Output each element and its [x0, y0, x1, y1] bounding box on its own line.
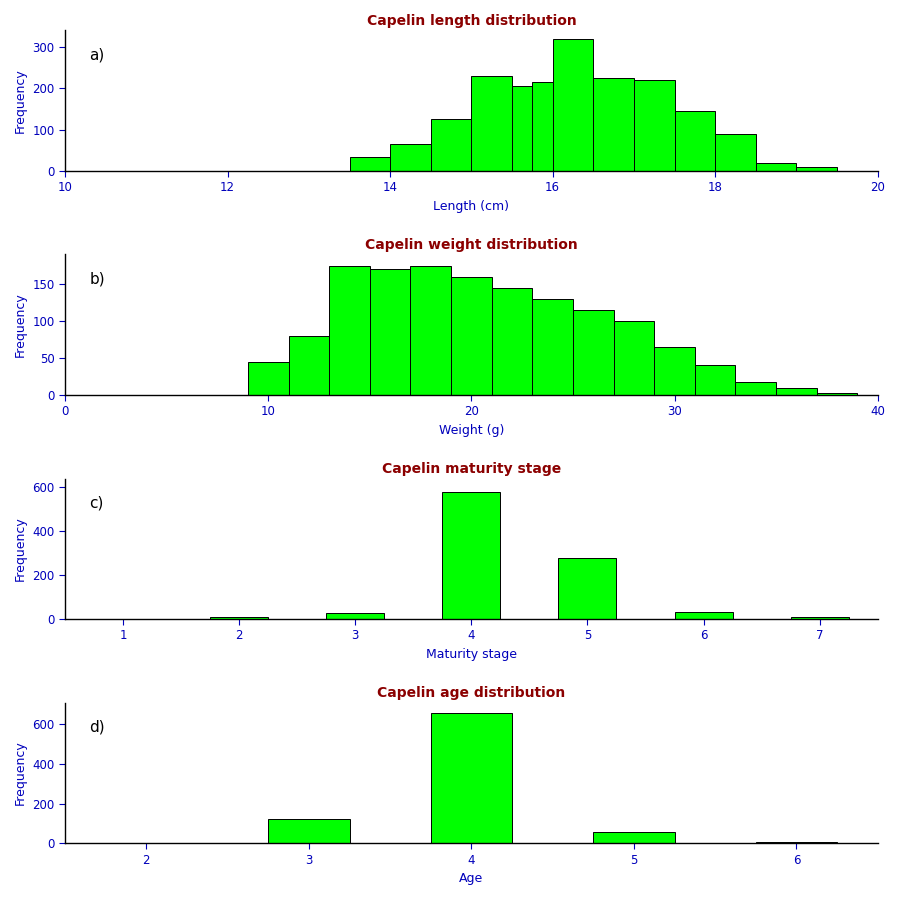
Bar	[790, 618, 849, 619]
Bar	[614, 321, 654, 395]
Bar	[797, 167, 837, 171]
Bar	[471, 76, 512, 171]
Bar	[654, 347, 695, 395]
Title: Capelin age distribution: Capelin age distribution	[378, 686, 565, 700]
Bar	[326, 613, 385, 619]
Bar	[532, 298, 573, 395]
Bar	[695, 365, 735, 395]
Bar	[369, 270, 411, 395]
Bar	[329, 265, 369, 395]
Title: Capelin maturity stage: Capelin maturity stage	[382, 462, 561, 476]
Bar	[411, 265, 451, 395]
Bar	[716, 134, 756, 171]
Bar	[492, 288, 532, 395]
Bar	[210, 617, 268, 619]
Bar	[248, 361, 289, 395]
Bar	[756, 842, 837, 843]
Y-axis label: Frequency: Frequency	[13, 741, 27, 806]
X-axis label: Maturity stage: Maturity stage	[426, 648, 517, 661]
Bar	[776, 387, 816, 395]
Y-axis label: Frequency: Frequency	[13, 292, 27, 357]
Bar	[431, 120, 471, 171]
X-axis label: Age: Age	[459, 872, 484, 886]
Bar	[553, 39, 593, 171]
Text: d): d)	[90, 719, 105, 734]
Bar	[593, 832, 674, 843]
Bar	[532, 82, 573, 171]
Bar	[350, 156, 390, 171]
Bar	[756, 163, 797, 171]
Bar	[390, 144, 431, 171]
Title: Capelin weight distribution: Capelin weight distribution	[365, 238, 578, 252]
Bar	[268, 819, 350, 843]
Bar	[289, 336, 329, 395]
Bar	[593, 78, 634, 171]
Title: Capelin length distribution: Capelin length distribution	[367, 13, 576, 28]
Bar	[512, 86, 553, 171]
Bar	[674, 612, 733, 619]
X-axis label: Weight (g): Weight (g)	[439, 424, 504, 437]
Y-axis label: Frequency: Frequency	[13, 516, 27, 581]
Bar	[431, 713, 512, 843]
Text: a): a)	[90, 48, 105, 62]
Bar	[634, 80, 674, 171]
Bar	[573, 310, 614, 395]
Bar	[735, 382, 776, 395]
X-axis label: Length (cm): Length (cm)	[433, 200, 510, 213]
Bar	[451, 277, 492, 395]
Bar	[674, 111, 716, 171]
Bar	[442, 492, 501, 619]
Bar	[816, 393, 858, 395]
Y-axis label: Frequency: Frequency	[13, 68, 27, 133]
Bar	[558, 557, 617, 619]
Text: c): c)	[90, 495, 104, 511]
Text: b): b)	[90, 271, 105, 287]
